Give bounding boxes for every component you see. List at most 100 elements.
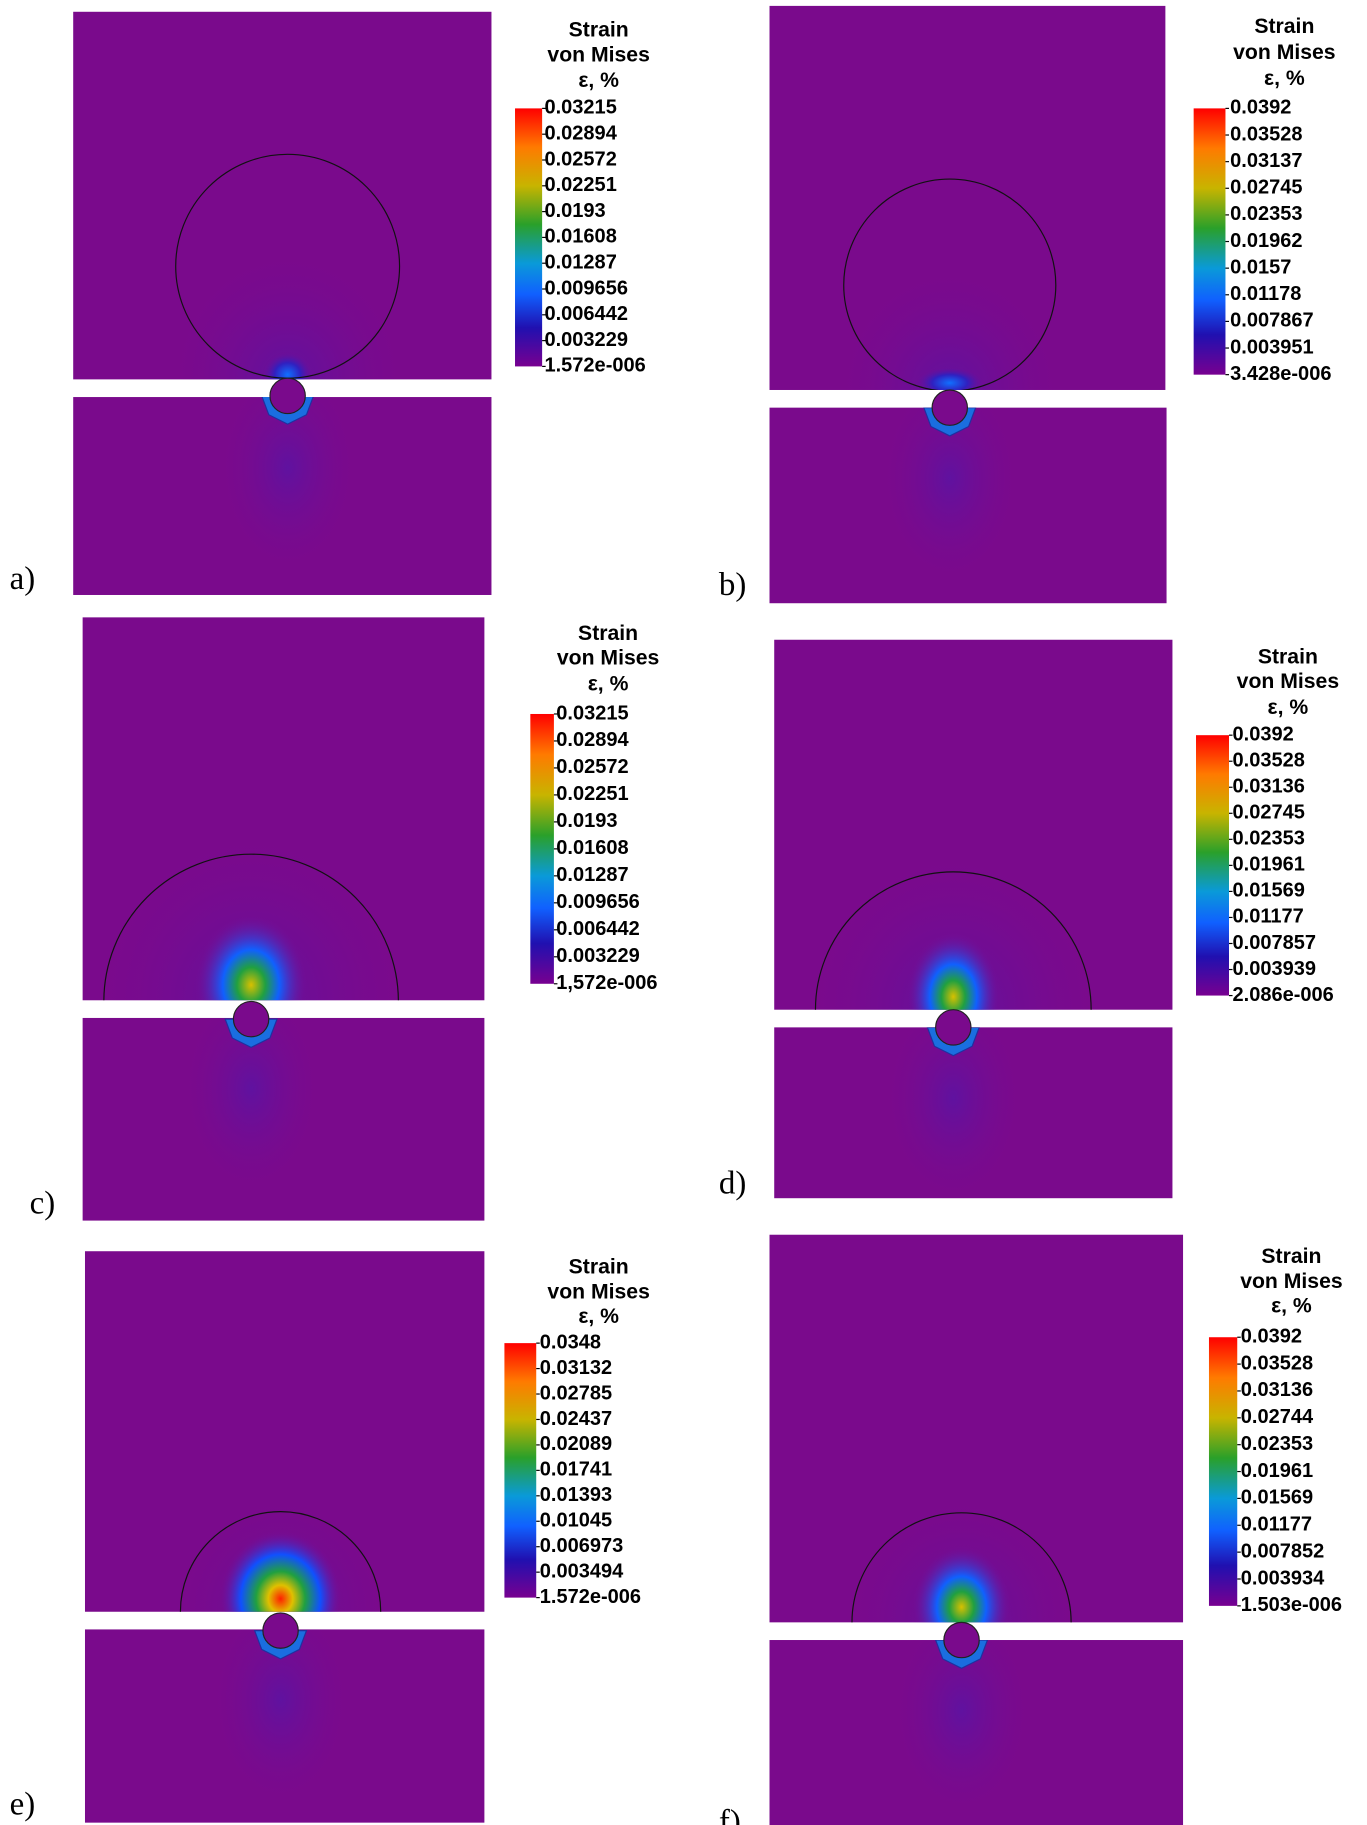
ball xyxy=(935,1009,972,1046)
legend-tick-label: 0.006973 xyxy=(540,1535,623,1557)
upper-field xyxy=(164,153,411,380)
color-bar xyxy=(1193,108,1226,375)
legend-tick-label: 0.02744 xyxy=(1241,1406,1314,1428)
legend-tick-label: 0.02089 xyxy=(540,1433,612,1455)
legend-tick-label: 0.003934 xyxy=(1241,1567,1325,1589)
strain-hotspot xyxy=(912,1545,1012,1623)
legend-tick-label: 0.01961 xyxy=(1241,1460,1313,1482)
legend-tick-label: 0.007852 xyxy=(1241,1540,1324,1562)
legend-tick-label: 0.009656 xyxy=(556,891,639,913)
color-bar xyxy=(1208,1337,1238,1606)
legend-tick-label: 0.01177 xyxy=(1241,1514,1312,1536)
legend-tick-label: 1,572e-006 xyxy=(556,972,657,994)
legend-tick-label: 0.007857 xyxy=(1233,932,1316,954)
legend-title: Strain xyxy=(1258,645,1318,668)
legend-title: von Mises xyxy=(557,646,659,669)
legend-tick-label: 0.03132 xyxy=(540,1357,612,1379)
panel-label: f) xyxy=(719,1804,741,1825)
legend-tick-label: 1.572e-006 xyxy=(544,355,645,377)
legend-tick-label: 0.006442 xyxy=(544,303,627,325)
legend-title: Strain xyxy=(569,1256,629,1279)
legend-title: von Mises xyxy=(547,1280,649,1303)
ball xyxy=(269,377,306,415)
strain-haze xyxy=(216,397,359,574)
color-bar xyxy=(515,108,543,367)
legend-tick-label: 0.03528 xyxy=(1241,1352,1313,1374)
legend-tick-label: 0.003939 xyxy=(1233,958,1316,980)
strain-hotspot xyxy=(906,931,1001,1010)
legend-tick-label: 0.02572 xyxy=(556,756,628,778)
strain-haze xyxy=(879,407,1021,585)
legend-title: Strain xyxy=(1261,1245,1321,1268)
legend-tick-label: 0.01608 xyxy=(544,226,616,248)
legend-title: von Mises xyxy=(1240,1270,1342,1293)
legend-tick-label: 0.02894 xyxy=(556,729,629,751)
legend-tick-label: 0.0348 xyxy=(540,1331,601,1353)
legend-tick-label: 0.009656 xyxy=(544,277,627,299)
upper-field xyxy=(841,1490,1083,1623)
legend-tick-label: 0.02785 xyxy=(540,1382,612,1404)
ball xyxy=(232,1000,270,1038)
legend-tick-label: 0.01045 xyxy=(540,1510,612,1532)
legend-title: ε, % xyxy=(1271,1294,1312,1317)
legend-title: Strain xyxy=(1254,15,1314,38)
strain-hotspot xyxy=(219,1530,342,1612)
legend-tick-label: 0.01608 xyxy=(556,837,628,859)
legend-tick-label: 0.03528 xyxy=(1233,750,1305,772)
legend-tick-label: 0.003494 xyxy=(540,1560,624,1582)
legend-tick-label: 0.02894 xyxy=(544,122,617,144)
ball xyxy=(931,389,969,426)
strain-haze xyxy=(833,262,1067,390)
legend-title: von Mises xyxy=(547,43,649,66)
contact-circle xyxy=(851,1512,1072,1623)
legend-tick-label: 0.003229 xyxy=(556,945,639,967)
contact-circle xyxy=(103,853,399,1001)
ball xyxy=(943,1621,980,1659)
legend-title: Strain xyxy=(569,19,629,42)
legend-tick-label: 0.0157 xyxy=(1230,256,1291,278)
color-bar xyxy=(530,713,554,984)
legend-tick-label: 0.01287 xyxy=(556,864,628,886)
legend-title: von Mises xyxy=(1237,670,1339,693)
legend-tick-label: 0.01741 xyxy=(540,1459,612,1481)
panel-label: a) xyxy=(10,561,36,597)
legend-tick-label: 0.007867 xyxy=(1230,310,1313,332)
legend-tick-label: 0.0193 xyxy=(544,200,605,222)
legend-title: ε, % xyxy=(1268,696,1309,719)
upper-field xyxy=(833,178,1067,390)
panel-label: e) xyxy=(10,1786,36,1822)
contact-circle xyxy=(814,871,1092,1010)
legend-tick-label: 0.0392 xyxy=(1230,97,1291,119)
legend-tick-label: 0.02745 xyxy=(1233,802,1305,824)
panel-label: d) xyxy=(719,1165,746,1201)
legend-tick-label: 0.02745 xyxy=(1230,177,1302,199)
legend-tick-label: 0.02353 xyxy=(1233,828,1305,850)
ball xyxy=(262,1612,299,1649)
legend-tick-label: 0.01962 xyxy=(1230,230,1302,252)
strain-haze xyxy=(89,823,414,1001)
legend-tick-label: 0.01177 xyxy=(1233,906,1304,928)
strain-hotspot xyxy=(194,914,308,1001)
legend-tick-label: 0.01393 xyxy=(540,1484,612,1506)
legend-tick-label: 0.01961 xyxy=(1233,854,1305,876)
legend-tick-label: 2.086e-006 xyxy=(1233,984,1334,1006)
legend-tick-label: 0.02251 xyxy=(544,174,616,196)
legend-tick-label: 0.003951 xyxy=(1230,336,1313,358)
legend-title: ε, % xyxy=(588,672,629,695)
legend-tick-label: 0.0193 xyxy=(556,810,617,832)
legend-tick-label: 0.01178 xyxy=(1230,283,1301,305)
legend-tick-label: 0.006442 xyxy=(556,918,639,940)
legend-tick-label: 0.02353 xyxy=(1241,1433,1313,1455)
strain-haze xyxy=(882,1027,1024,1199)
contact-circle xyxy=(843,178,1057,390)
strain-hotspot xyxy=(261,351,314,380)
upper-field xyxy=(89,823,414,1001)
panel: Strain von Mises ε, % 0.0392 0.03528 0.03137 0… xyxy=(719,5,1336,604)
legend-tick-label: 0.03137 xyxy=(1230,150,1302,172)
legend-tick-label: 1.503e-006 xyxy=(1241,1594,1342,1616)
legend-tick-label: 0.01569 xyxy=(1233,880,1305,902)
